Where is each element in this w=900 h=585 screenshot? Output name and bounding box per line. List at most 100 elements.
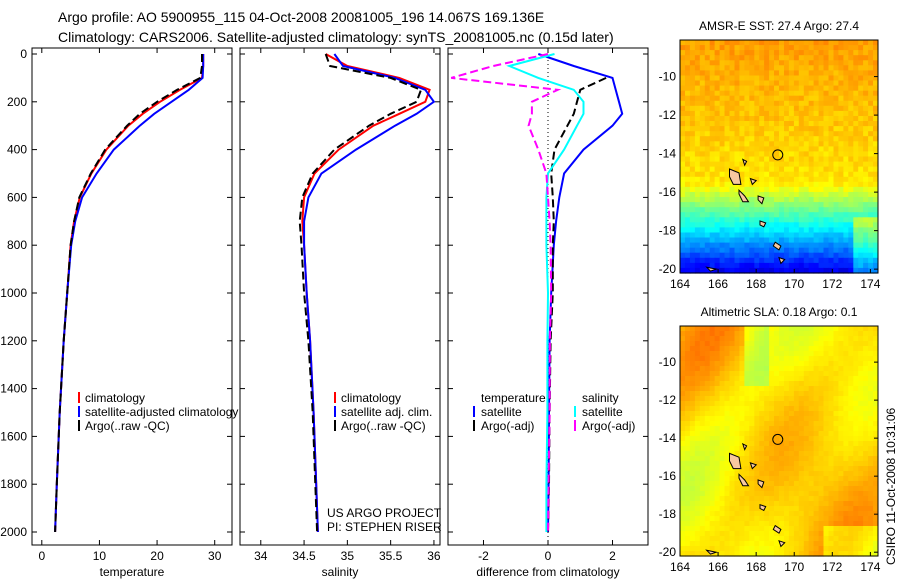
map-cell <box>868 146 874 153</box>
map-cell <box>749 136 755 142</box>
map-cell <box>863 161 869 168</box>
map-cell <box>759 217 765 223</box>
map-cell <box>838 247 844 254</box>
map-cell <box>823 146 829 153</box>
map-cell <box>843 110 849 117</box>
map-cell <box>808 461 815 467</box>
map-cell <box>808 212 815 218</box>
map-cell <box>689 516 696 522</box>
map-cell <box>774 401 780 407</box>
map-cell <box>744 141 750 147</box>
map-cell <box>818 267 825 274</box>
map-cell <box>833 401 839 407</box>
map-cell <box>803 451 810 457</box>
map-cell <box>739 391 745 397</box>
map-cell <box>774 411 780 417</box>
map-cell <box>724 441 730 447</box>
map-cell <box>788 222 795 228</box>
map-cell <box>823 341 829 347</box>
map-cell <box>793 411 800 417</box>
map-cell <box>764 181 770 188</box>
map-cell <box>833 212 839 218</box>
map-cell <box>719 70 726 77</box>
map-cell <box>719 496 726 502</box>
map-cell <box>808 481 815 487</box>
map-cell <box>788 55 795 61</box>
map-cell <box>699 496 706 502</box>
map-cell <box>858 476 864 482</box>
map-cell <box>699 371 706 377</box>
map-cell <box>764 110 770 117</box>
map-cell <box>719 126 726 132</box>
map-cell <box>838 331 844 337</box>
map-cell <box>759 521 765 527</box>
map-cell <box>774 456 780 462</box>
map-cell <box>719 55 726 61</box>
x-axis-label: temperature <box>100 565 165 579</box>
map-cell <box>680 181 686 188</box>
map-cell <box>699 516 706 522</box>
map-cell <box>729 401 735 407</box>
map-cell <box>833 356 839 362</box>
map-cell <box>759 70 765 77</box>
map-cell <box>689 536 696 542</box>
map-cell <box>828 146 834 153</box>
map-cell <box>689 461 696 467</box>
map-cell <box>699 75 706 82</box>
map-cell <box>823 217 829 223</box>
map-cell <box>680 237 686 244</box>
map-cell <box>685 262 691 269</box>
map-cell <box>793 146 800 153</box>
island-coastline <box>741 442 748 451</box>
map-cell <box>724 50 730 56</box>
map-cell <box>803 166 810 173</box>
map-cell <box>714 116 721 122</box>
map-cell <box>754 110 760 117</box>
map-cell <box>858 436 864 442</box>
x-tick-label: 166 <box>708 560 728 574</box>
map-cell <box>833 202 839 208</box>
map-cell <box>784 366 790 372</box>
map-cell <box>843 376 849 382</box>
map-cell <box>833 446 839 452</box>
map-cell <box>739 346 745 352</box>
map-cell <box>704 156 711 163</box>
map-cell <box>863 227 869 234</box>
map-cell <box>764 70 770 77</box>
map-cell <box>798 90 805 97</box>
map-cell <box>853 536 859 542</box>
map-cell <box>813 546 820 552</box>
map-cell <box>813 476 820 482</box>
map-cell <box>759 100 765 107</box>
map-cell <box>798 356 805 362</box>
map-cell <box>729 341 735 347</box>
map-cell <box>759 267 765 274</box>
map-cell <box>719 431 726 437</box>
map-cell <box>754 70 760 77</box>
map-cell <box>779 176 785 183</box>
map-cell <box>734 331 740 337</box>
map-cell <box>858 501 864 507</box>
map-cell <box>803 55 810 61</box>
map-cell <box>848 526 854 532</box>
map-cell <box>803 90 810 97</box>
map-cell <box>704 90 711 97</box>
map-cell <box>848 116 854 122</box>
map-cell <box>863 521 869 527</box>
map-cell <box>818 186 825 193</box>
map-cell <box>848 202 854 208</box>
map-cell <box>704 70 711 77</box>
map-cell <box>873 441 879 447</box>
map-cell <box>694 516 701 522</box>
map-cell <box>828 247 834 254</box>
map-cell <box>853 105 859 112</box>
map-cell <box>848 356 854 362</box>
map-cell <box>749 446 755 452</box>
map-cell <box>709 351 716 357</box>
map-cell <box>858 451 864 457</box>
map-cell <box>823 351 829 357</box>
map-cell <box>848 471 854 477</box>
map-cell <box>724 166 730 173</box>
map-cell <box>749 376 755 382</box>
legend-label: climatology <box>85 391 145 405</box>
